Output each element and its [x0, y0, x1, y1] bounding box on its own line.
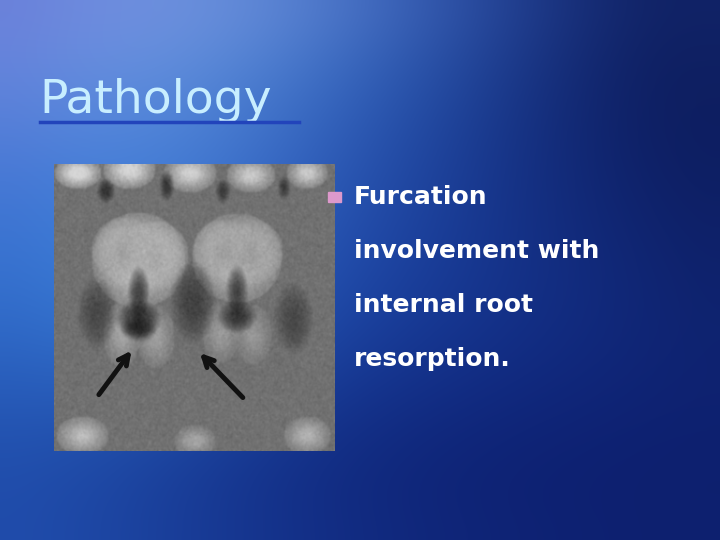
Text: involvement with: involvement with [354, 239, 599, 263]
Bar [328, 192, 341, 202]
Text: internal root: internal root [354, 293, 533, 317]
Text: resorption.: resorption. [354, 347, 510, 371]
Text: Furcation: Furcation [354, 185, 487, 209]
Text: Pathology: Pathology [40, 78, 272, 123]
